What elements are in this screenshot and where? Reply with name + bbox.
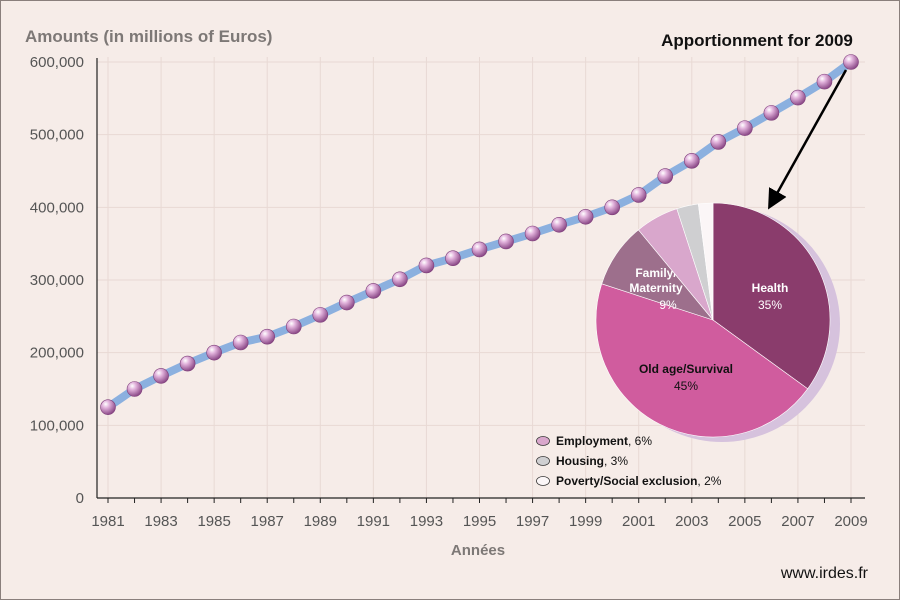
pie-title: Apportionment for 2009 — [661, 31, 853, 50]
pie-legend: Employment, 6% Housing, 3% Poverty/Social … — [536, 434, 722, 488]
data-point — [206, 344, 222, 361]
data-point — [763, 105, 780, 121]
legend-swatch — [536, 436, 550, 446]
data-point — [498, 233, 514, 250]
x-tick-label: 1997 — [516, 513, 549, 530]
y-tick-label: 0 — [76, 490, 84, 507]
data-point — [259, 328, 276, 345]
data-point — [657, 168, 674, 184]
x-tick-label: 1983 — [144, 513, 177, 530]
data-point — [232, 334, 249, 351]
pie-slice-percent: 45% — [674, 379, 698, 393]
data-point — [710, 134, 727, 150]
x-tick-label: 1999 — [569, 513, 602, 530]
y-tick-label: 600,000 — [30, 54, 84, 71]
data-point — [365, 283, 382, 299]
legend-label: Poverty/Social exclusion — [556, 474, 697, 488]
y-axis-title: Amounts (in millions of Euros) — [25, 27, 272, 46]
legend-percent: , 2% — [697, 474, 721, 488]
x-tick-label: 1989 — [304, 513, 337, 530]
data-point — [843, 54, 859, 70]
x-tick-label: 1985 — [197, 513, 230, 530]
y-tick-label: 100,000 — [30, 417, 84, 434]
data-point — [339, 294, 355, 311]
x-tick-label: 2009 — [834, 513, 867, 530]
legend-label: Housing — [556, 454, 604, 468]
legend-swatch — [536, 476, 550, 486]
pie-slice-label: Old age/Survival — [639, 362, 733, 376]
legend-swatch — [536, 456, 550, 466]
x-tick-label: 1987 — [251, 513, 284, 530]
x-tick-label: 1981 — [91, 513, 124, 530]
data-point — [126, 381, 143, 397]
y-tick-label: 200,000 — [30, 345, 84, 362]
y-tick-label: 400,000 — [30, 199, 84, 216]
data-point — [100, 399, 116, 415]
pie-slice-label: Health — [752, 281, 789, 295]
x-tick-label: 2005 — [728, 513, 761, 530]
data-point — [392, 271, 408, 288]
pie-slice-percent: 9% — [659, 298, 677, 312]
callout-arrow — [768, 69, 848, 210]
line-series — [100, 54, 859, 415]
legend-percent: , 6% — [628, 434, 652, 448]
pie-slice-percent: 35% — [758, 298, 782, 312]
x-tick-label: 1995 — [463, 513, 496, 530]
data-point — [179, 355, 196, 372]
data-point — [630, 187, 647, 203]
axes: 0 100,000 200,000 300,000 400,000 500,000 600,… — [30, 54, 868, 530]
pie-slice — [712, 202, 831, 390]
data-point — [604, 199, 620, 216]
source-credit: www.irdes.fr — [780, 565, 869, 582]
data-point — [445, 250, 461, 267]
legend-percent: , 3% — [604, 454, 628, 468]
data-point — [524, 225, 541, 242]
y-tick-label: 300,000 — [30, 272, 84, 289]
data-point — [683, 153, 700, 169]
x-tick-label: 2007 — [781, 513, 814, 530]
data-point — [312, 307, 329, 323]
x-axis-title: Années — [451, 542, 505, 559]
legend-label: Employment — [556, 434, 628, 448]
data-point — [285, 318, 302, 335]
pie-slice — [595, 283, 809, 438]
data-point — [577, 208, 594, 225]
data-point — [790, 89, 806, 106]
pie-slice — [698, 202, 714, 321]
x-tick-label: 2003 — [675, 513, 708, 530]
pie-slice-label: Maternity — [629, 281, 683, 295]
pie-slice-label: Family/ — [635, 266, 677, 280]
data-point — [737, 120, 753, 136]
x-tick-label: 1991 — [357, 513, 390, 530]
x-tick-label: 1993 — [410, 513, 443, 530]
x-tick-label: 2001 — [622, 513, 655, 530]
data-point — [551, 216, 567, 233]
data-point — [418, 257, 435, 274]
data-point — [471, 241, 488, 258]
pie-chart: Health 35% Old age/Survival 45% Family/Mater… — [595, 202, 840, 442]
y-tick-label: 500,000 — [30, 127, 84, 144]
data-point — [816, 73, 833, 90]
data-point — [153, 368, 169, 384]
